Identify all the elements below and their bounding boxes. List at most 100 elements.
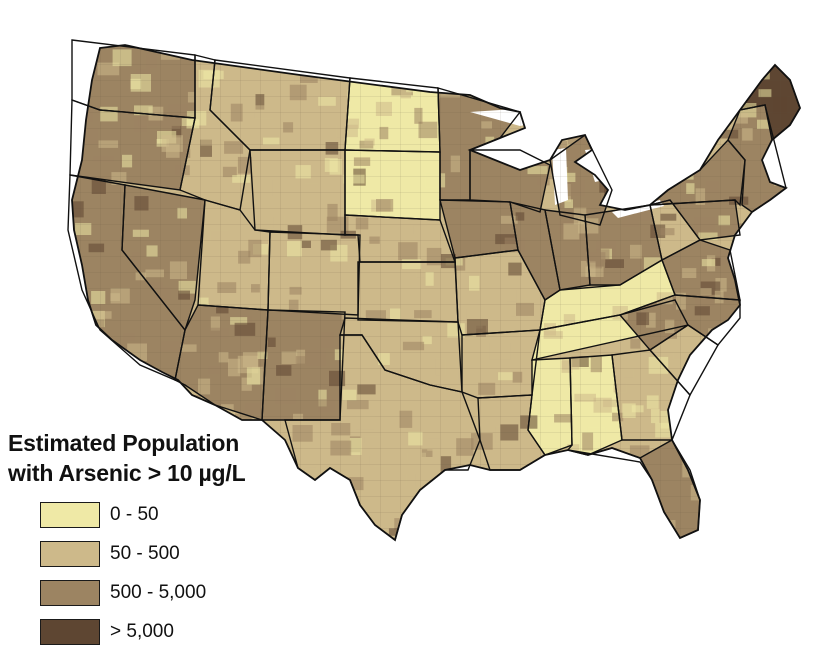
county-patch <box>744 267 765 280</box>
county-patch <box>776 503 797 519</box>
county-patch <box>753 298 770 314</box>
border-wisconsin <box>469 149 551 213</box>
county-patch <box>588 503 604 512</box>
county-patch <box>759 356 769 364</box>
border-michigan <box>549 133 613 226</box>
county-patch <box>547 48 556 58</box>
county-patch <box>511 484 523 496</box>
county-patch <box>788 62 800 79</box>
county-patch <box>652 187 663 195</box>
legend-swatch-over-5000 <box>40 619 100 645</box>
county-patch <box>606 526 622 535</box>
county-patch <box>689 416 706 434</box>
county-patch <box>751 422 766 436</box>
county-patch <box>92 362 113 377</box>
county-patch <box>706 452 721 469</box>
legend-swatch-0-50 <box>40 502 100 528</box>
county-patch <box>666 99 679 108</box>
county-patch <box>681 85 690 96</box>
county-patch <box>322 503 332 511</box>
county-patch <box>586 51 598 60</box>
county-patch <box>441 538 455 540</box>
county-patch <box>644 535 655 540</box>
county-patch <box>788 176 797 192</box>
county-patch <box>767 205 782 219</box>
county-patch <box>772 399 787 410</box>
county-patch <box>330 534 350 540</box>
county-patch <box>451 526 464 535</box>
border-nevada <box>121 184 206 332</box>
county-patch <box>461 526 471 538</box>
county-patch <box>277 45 292 60</box>
legend-label-0-50: 0 - 50 <box>110 504 159 525</box>
county-patch <box>308 499 319 512</box>
county-patch <box>457 508 466 526</box>
county-patch <box>781 320 793 337</box>
county-patch <box>564 505 575 521</box>
county-patch <box>603 98 623 115</box>
county-patch <box>737 314 760 329</box>
county-patch <box>551 81 560 96</box>
county-patch <box>604 467 625 485</box>
county-patch <box>176 416 188 425</box>
county-patch <box>625 148 638 164</box>
county-patch <box>515 501 527 516</box>
state-borders <box>67 39 801 542</box>
county-patch <box>678 134 690 151</box>
county-patch <box>468 484 480 497</box>
county-patch <box>508 151 523 166</box>
county-patch <box>172 417 185 425</box>
county-patch <box>635 524 653 537</box>
county-patch <box>539 509 549 524</box>
county-patch <box>555 98 577 116</box>
county-patch <box>326 517 347 526</box>
border-georgia <box>611 349 691 441</box>
county-patch <box>125 377 148 388</box>
county-patch <box>80 415 95 424</box>
county-patch <box>760 442 775 451</box>
county-patch <box>310 58 325 69</box>
county-patch <box>697 444 707 452</box>
county-patch <box>636 500 647 516</box>
county-patch <box>474 56 488 68</box>
county-patch <box>106 378 122 397</box>
county-patch <box>762 208 781 222</box>
county-patch <box>398 535 409 540</box>
county-patch <box>556 63 575 75</box>
county-patch <box>793 270 800 285</box>
legend-swatch-50-500 <box>40 541 100 567</box>
legend-item-over-5000: > 5,000 <box>40 619 308 645</box>
county-patch <box>742 519 761 529</box>
county-patch <box>483 82 502 94</box>
county-patch <box>554 499 565 510</box>
county-patch <box>715 381 734 399</box>
county-patch <box>587 521 604 532</box>
county-patch <box>790 414 800 429</box>
county-patch <box>793 371 800 386</box>
county-patch <box>167 403 184 421</box>
county-patch <box>238 48 256 59</box>
county-patch <box>799 52 800 62</box>
county-patch <box>733 310 753 321</box>
county-patch <box>114 412 129 426</box>
county-patch <box>793 455 800 470</box>
county-patch <box>682 59 696 73</box>
county-patch <box>682 158 699 171</box>
legend-label-500-5000: 500 - 5,000 <box>110 582 207 603</box>
county-patch <box>497 87 515 105</box>
county-patch <box>574 102 593 115</box>
county-patch <box>431 59 448 75</box>
county-patch <box>784 353 796 363</box>
county-patch <box>441 534 451 540</box>
legend-item-0-50: 0 - 50 <box>40 502 308 528</box>
legend-label-over-5000: > 5,000 <box>110 621 174 642</box>
county-patch <box>434 493 452 506</box>
county-patch <box>464 71 479 80</box>
county-patch <box>422 49 433 66</box>
county-patch <box>662 73 681 82</box>
legend-label-50-500: 50 - 500 <box>110 543 180 564</box>
county-patch <box>698 525 709 540</box>
county-patch <box>727 319 744 335</box>
county-patch <box>784 47 794 62</box>
